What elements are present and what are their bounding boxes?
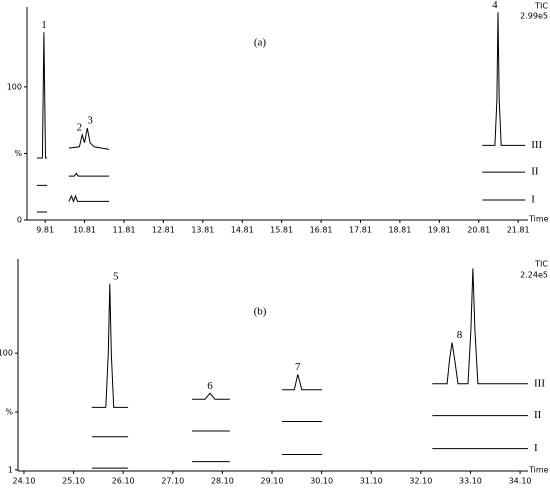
panel-title: (a) bbox=[254, 37, 267, 49]
x-tick-label: 28.10 bbox=[211, 477, 234, 486]
panel-title: (b) bbox=[254, 306, 267, 318]
x-tick-label: 15.81 bbox=[270, 226, 293, 235]
peak-label: 4 bbox=[492, 0, 498, 11]
y-tick-label: 100 bbox=[0, 349, 13, 358]
x-axis-label: Time bbox=[528, 215, 549, 224]
y-tick-label: 100 bbox=[7, 82, 22, 91]
x-tick-label: 27.10 bbox=[161, 477, 184, 486]
x-tick-label: 11.81 bbox=[113, 226, 136, 235]
detector-label: TIC bbox=[534, 2, 548, 11]
y-tick-label: % bbox=[5, 408, 13, 417]
channel-label: III bbox=[531, 139, 542, 151]
scale-label: 2.99e5 bbox=[520, 12, 548, 21]
x-axis-label: Time bbox=[528, 466, 549, 475]
y-tick-label: 0 bbox=[17, 216, 22, 225]
x-tick-label: 24.10 bbox=[13, 477, 36, 486]
trace bbox=[36, 171, 526, 186]
channel-label: I bbox=[531, 194, 535, 206]
x-tick-label: 12.81 bbox=[152, 226, 175, 235]
trace bbox=[36, 194, 526, 213]
scale-label: 2.24e5 bbox=[520, 271, 548, 280]
x-tick-label: 29.10 bbox=[261, 477, 284, 486]
x-tick-label: 20.81 bbox=[467, 226, 490, 235]
y-tick-label: 1 bbox=[8, 465, 13, 474]
x-tick-label: 25.10 bbox=[62, 477, 85, 486]
detector-label: TIC bbox=[534, 260, 548, 269]
panel-b: (b) TIC 2.24e5 Time 24.10 25.10 26.10 27.10… bbox=[0, 259, 549, 486]
y-tick-label: % bbox=[14, 149, 22, 158]
x-tick-label: 31.10 bbox=[360, 477, 383, 486]
peak-label: 2 bbox=[77, 121, 83, 133]
peak-label: 3 bbox=[87, 115, 93, 127]
channel-label: III bbox=[534, 377, 545, 389]
x-tick-label: 17.81 bbox=[349, 226, 372, 235]
x-tick-label: 32.10 bbox=[409, 477, 432, 486]
x-tick-label: 26.10 bbox=[112, 477, 135, 486]
x-tick-label: 30.10 bbox=[310, 477, 333, 486]
x-tick-label: 14.81 bbox=[231, 226, 254, 235]
peak-label: 1 bbox=[41, 19, 47, 31]
x-tick-label: 19.81 bbox=[428, 226, 451, 235]
x-tick-label: 34.10 bbox=[509, 477, 532, 486]
peak-label: 5 bbox=[113, 270, 119, 282]
peak-label: 8 bbox=[457, 329, 463, 341]
peak-label: 7 bbox=[295, 361, 301, 373]
trace bbox=[36, 12, 526, 159]
x-tick-label: 13.81 bbox=[191, 226, 214, 235]
channel-label: II bbox=[534, 409, 542, 421]
peak-label: 6 bbox=[207, 380, 213, 392]
panel-a: (a) TIC 2.99e5 Time 9.81 10.81 11.81 12.81 1… bbox=[7, 0, 549, 235]
x-tick-label: 21.81 bbox=[507, 226, 530, 235]
x-tick-label: 9.81 bbox=[36, 226, 54, 235]
x-tick-label: 16.81 bbox=[310, 226, 333, 235]
x-tick-label: 33.10 bbox=[459, 477, 482, 486]
trace bbox=[91, 448, 528, 469]
channel-label: II bbox=[531, 166, 539, 178]
trace bbox=[91, 415, 528, 438]
x-tick-label: 18.81 bbox=[388, 226, 411, 235]
trace bbox=[91, 268, 528, 408]
x-tick-label: 10.81 bbox=[73, 226, 96, 235]
channel-label: I bbox=[534, 442, 538, 454]
